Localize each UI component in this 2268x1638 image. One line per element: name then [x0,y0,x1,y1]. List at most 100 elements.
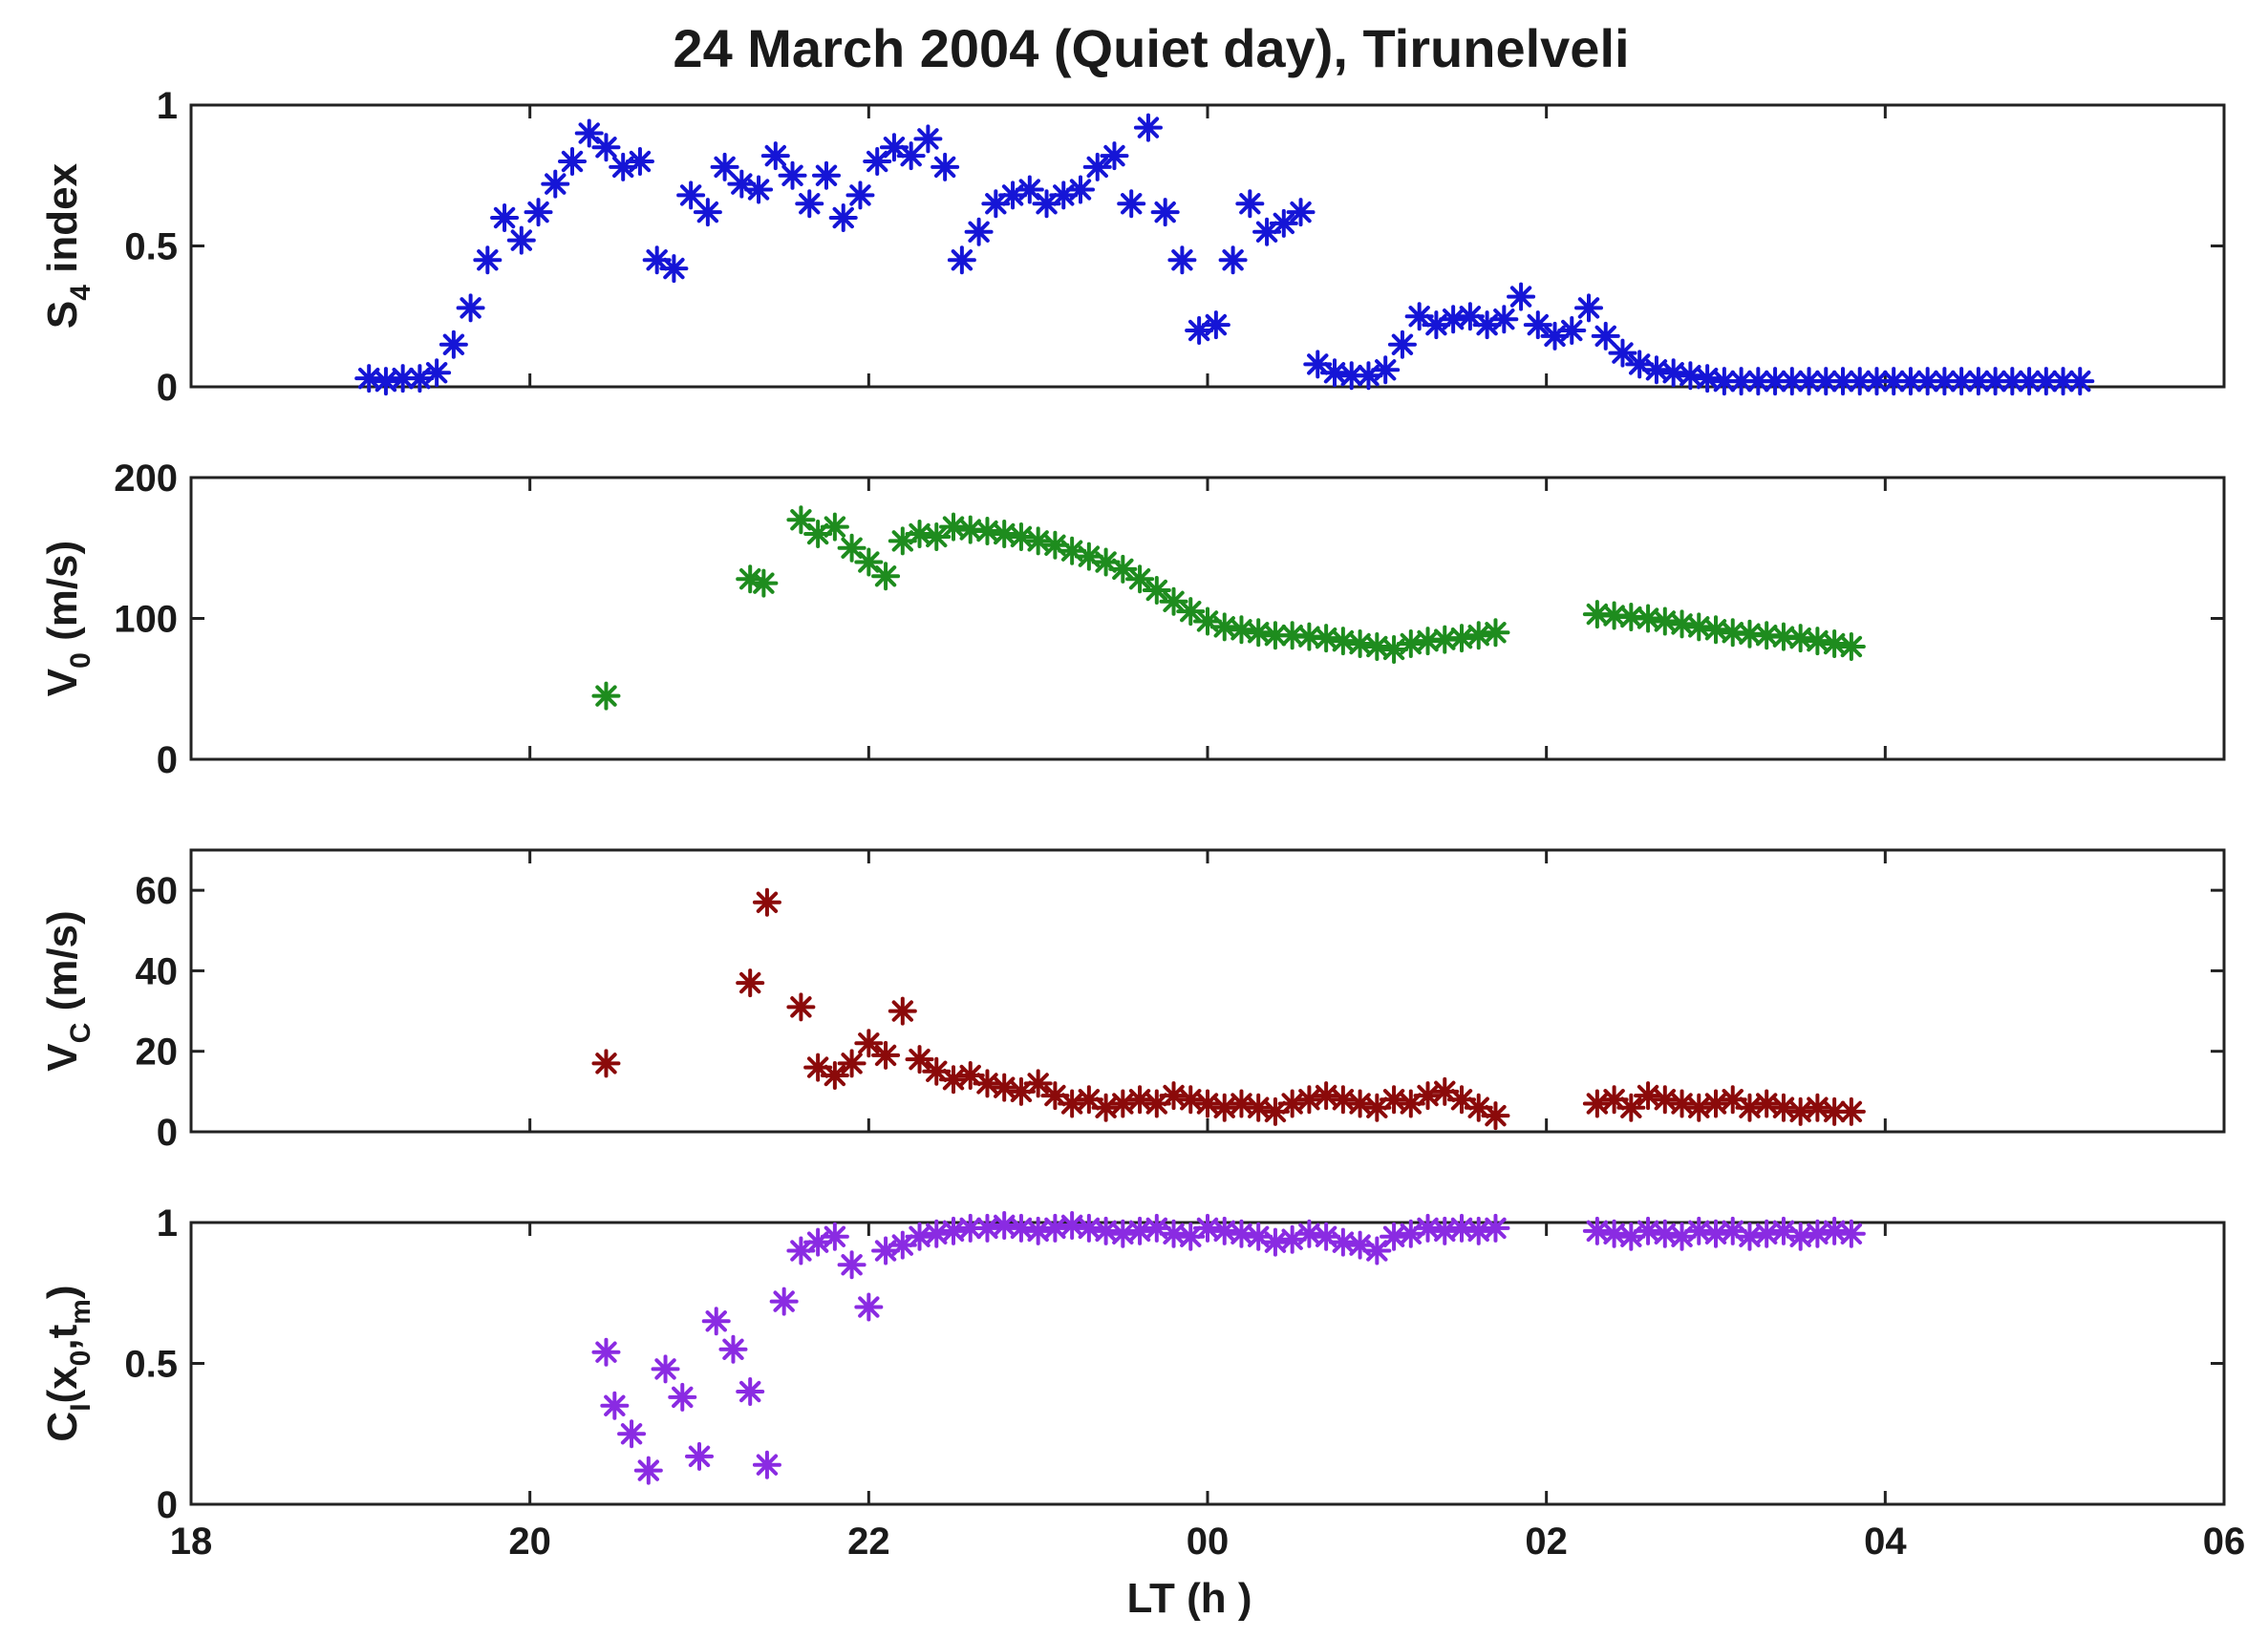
data-point [617,1419,647,1449]
x-tick-label: 02 [1525,1521,1568,1563]
data-point [1006,1076,1036,1106]
data-point [1557,316,1587,345]
data-point [1447,624,1476,653]
data-point [1582,1216,1612,1245]
data-point [371,367,400,396]
data-point [1150,198,1180,227]
data-point [1641,355,1671,385]
data-point [1023,1069,1053,1098]
data-point [939,1216,968,1245]
data-point [863,147,892,176]
data-point [1634,1081,1663,1111]
data-point [1209,1093,1239,1122]
data-point [1777,367,1807,396]
data-point [1260,1227,1290,1257]
data-point [1058,1089,1087,1118]
data-point [1244,1093,1273,1122]
data-point [1447,1213,1476,1243]
data-point [1108,1219,1138,1248]
data-point [1082,152,1112,181]
data-point [769,1287,799,1316]
data-point [1667,609,1697,639]
data-point [1159,1219,1188,1248]
data-point [1650,1219,1680,1248]
data-point [1209,612,1239,642]
data-point [1811,367,1841,396]
data-point [1430,1216,1460,1245]
data-point [820,1222,849,1251]
data-point [1286,198,1316,227]
data-point [795,189,824,219]
panel-1-markers [354,113,2095,396]
data-point [990,1210,1019,1240]
data-point [1634,604,1663,633]
data-point [1074,1085,1103,1115]
panel-1-y-axis-label: S4 index [39,162,96,329]
data-point [990,520,1019,548]
data-point [990,1073,1019,1102]
data-point [1312,1222,1341,1251]
data-point [964,217,994,246]
data-point [922,1219,952,1248]
data-point [1125,564,1155,594]
data-point [1803,1219,1832,1248]
data-point [905,520,934,548]
panel-4-y-axis-label: CI(x0,tm) [39,1285,96,1441]
data-point [1023,526,1053,556]
data-point [1040,530,1070,560]
data-point [1345,629,1375,659]
data-point [1100,141,1129,171]
data-point [1489,305,1519,334]
y-axis-label-part: 0 [65,1351,96,1367]
data-point [701,1307,731,1336]
data-point [1396,629,1425,659]
data-point [1328,1227,1358,1257]
data-point [905,1222,934,1251]
data-point [1227,1219,1256,1248]
data-point [1159,1081,1188,1111]
panel-1: 0 0.5 1 S4 index [39,85,2226,409]
data-point [600,1391,630,1420]
x-tick-label: 06 [2203,1521,2246,1563]
data-point [1820,629,1850,659]
data-point [1667,1089,1697,1118]
data-point [854,1029,884,1058]
data-point [1125,1085,1155,1115]
data-point [1006,521,1036,551]
x-tick-label: 00 [1187,1521,1230,1563]
y-axis-label-part: m [65,1299,96,1325]
data-point [1362,632,1392,661]
data-point [854,547,884,577]
data-point [659,254,689,284]
data-point [1658,358,1688,388]
data-point [506,225,536,255]
data-point [896,141,926,171]
data-point [1701,615,1730,645]
data-point [1091,1093,1121,1122]
data-point [1464,1216,1493,1245]
data-point [736,968,765,998]
data-point [1786,1096,1815,1126]
data-point [760,141,790,171]
y-axis-label-part: C [39,1412,86,1442]
data-point [845,181,875,210]
data-point [1701,1089,1730,1118]
data-point [1634,1216,1663,1245]
data-point [744,175,774,204]
data-point [1133,113,1163,142]
data-point [1108,1089,1138,1118]
data-point [1845,367,1874,396]
x-tick-label: 04 [1864,1521,1907,1563]
data-point [1345,1089,1375,1118]
data-point [1387,330,1417,359]
panel-4-ytick-label: 0.5 [124,1344,178,1386]
data-point [710,152,739,181]
panel-4-ytick-label: 1 [157,1202,178,1244]
data-point [1074,1213,1103,1243]
data-point [1582,600,1612,629]
data-point [837,533,867,563]
data-point [1277,1089,1307,1118]
data-point [1413,1213,1443,1243]
data-point [778,160,807,190]
data-point [1684,1093,1714,1122]
